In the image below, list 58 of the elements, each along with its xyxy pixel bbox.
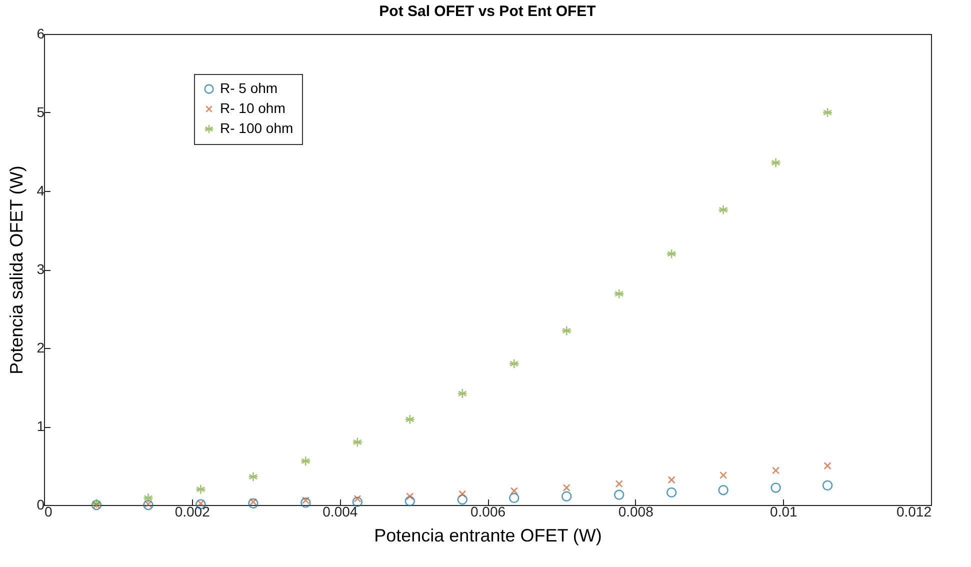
point <box>352 496 363 507</box>
point <box>615 480 623 488</box>
x-tick-label: 0.008 <box>618 504 654 520</box>
y-tick-label: 3 <box>36 261 45 277</box>
point <box>508 358 520 369</box>
point <box>249 498 257 506</box>
chart-title: Pot Sal OFET vs Pot Ent OFET <box>379 3 596 20</box>
point <box>196 484 206 494</box>
point <box>300 456 311 466</box>
y-tick-label: 2 <box>36 340 45 356</box>
point <box>404 414 416 425</box>
point <box>457 388 468 399</box>
point <box>561 326 572 336</box>
point <box>302 496 310 504</box>
point <box>143 492 154 504</box>
point <box>770 482 781 493</box>
x-tick-label: 0.004 <box>322 504 358 520</box>
point <box>352 437 363 448</box>
y-tick-label: 6 <box>36 26 45 42</box>
point <box>143 500 154 510</box>
point <box>458 490 466 498</box>
point <box>248 472 258 482</box>
point <box>666 487 677 498</box>
point <box>404 496 416 506</box>
x-tick-label: 0.006 <box>470 504 506 520</box>
point <box>770 158 781 168</box>
point <box>718 204 728 215</box>
point <box>614 490 624 500</box>
point <box>772 466 780 474</box>
legend-label: R- 5 ohm <box>220 80 278 96</box>
point <box>354 494 362 502</box>
point <box>822 480 833 490</box>
y-tick-label: 5 <box>36 104 45 120</box>
point <box>406 492 414 500</box>
y-tick-label: 1 <box>36 418 45 434</box>
x-tick-label: 0.012 <box>896 504 932 520</box>
point <box>668 476 676 484</box>
legend-label: R- 100 ohm <box>220 120 294 136</box>
point <box>510 487 518 495</box>
point <box>614 288 624 299</box>
point <box>300 498 311 508</box>
point <box>666 248 677 259</box>
legend-label: R- 10 ohm <box>220 100 286 116</box>
point <box>822 107 833 118</box>
point <box>824 462 832 470</box>
x-axis-title: Potencia entrante OFET (W) <box>374 526 602 546</box>
point <box>561 491 572 502</box>
point <box>718 484 728 496</box>
y-tick-label: 4 <box>36 182 45 198</box>
y-axis-title: Potencia salida OFET (W) <box>6 166 27 374</box>
point <box>144 500 152 508</box>
point <box>508 492 520 504</box>
x-tick-label: 0.01 <box>770 504 798 520</box>
x-tick-label: 0.002 <box>174 504 210 520</box>
point <box>248 498 258 509</box>
point <box>562 484 570 492</box>
point <box>457 494 468 505</box>
point <box>720 471 728 479</box>
